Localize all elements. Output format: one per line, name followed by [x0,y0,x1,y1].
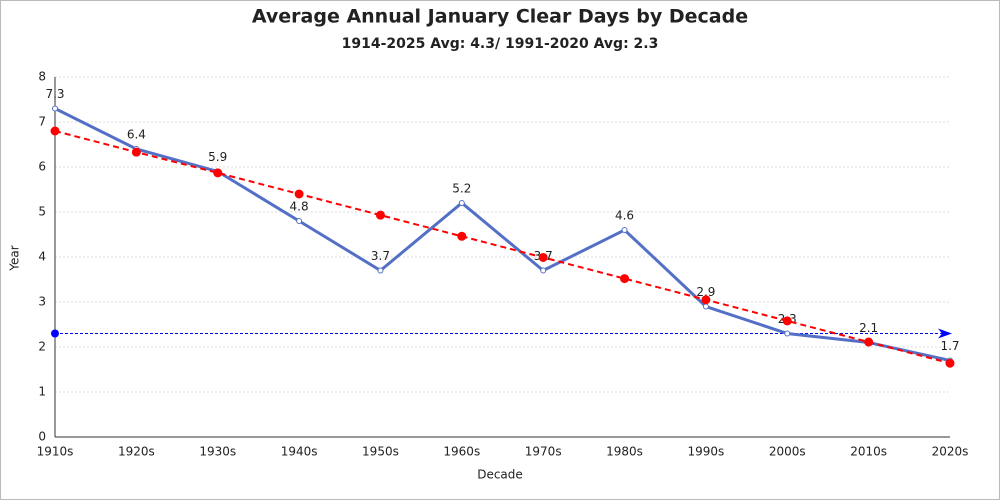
data-line [54,107,951,362]
point [784,330,791,337]
x-tick-label: 1980s [606,445,643,459]
x-tick-label: 2000s [769,445,806,459]
x-tick-label: 1990s [688,445,725,459]
x-tick-label: 1970s [525,445,562,459]
point [621,227,628,233]
x-tick-label: 2020s [932,445,969,459]
x-tick-label: 1960s [443,445,480,459]
point [131,147,141,157]
y-tick-label: 8 [38,70,46,84]
data-label: 5.2 [452,182,471,196]
data-label: 1.7 [940,339,959,353]
point [538,252,548,262]
x-tick-label: 1910s [37,445,74,459]
data-label: 3.7 [371,249,390,263]
point [296,218,303,224]
point [457,231,467,241]
x-tick-label: 2010s [850,445,887,459]
point [50,126,60,136]
point [864,337,874,347]
data-label: 2.9 [696,285,715,299]
y-axis-label: Year [8,245,22,271]
y-tick-label: 1 [38,385,46,399]
point [213,168,223,178]
data-label: 2.1 [859,321,878,335]
point [375,210,385,220]
data-label: 7.3 [45,87,64,101]
x-tick-label: 1940s [281,445,318,459]
data-label: 5.9 [208,150,227,164]
point [701,295,711,305]
x-tick-label: 1950s [362,445,399,459]
chart-subtitle: 1914-2025 Avg: 4.3/ 1991-2020 Avg: 2.3 [342,36,659,52]
y-tick-label: 4 [38,250,46,264]
y-tick-label: 3 [38,295,46,309]
y-tick-label: 2 [38,340,46,354]
point [782,316,792,326]
point [294,189,304,199]
point [945,358,955,368]
y-tick-label: 5 [38,205,46,219]
point [540,267,547,274]
y-tick-label: 0 [38,430,46,444]
point [52,105,58,112]
point [620,274,630,284]
y-tick-label: 6 [38,160,46,174]
point [458,200,465,206]
data-label: 4.8 [290,200,309,214]
reference-point [51,329,59,338]
x-axis-label: Decade [477,468,523,482]
chart-title: Average Annual January Clear Days by Dec… [252,6,748,28]
trend-line [54,130,951,365]
x-tick-label: 1930s [199,445,236,459]
data-label: 6.4 [127,128,146,142]
point [702,303,709,310]
y-tick-label: 7 [38,115,46,129]
point [377,267,384,274]
data-label: 4.6 [615,209,634,223]
x-tick-label: 1920s [118,445,155,459]
